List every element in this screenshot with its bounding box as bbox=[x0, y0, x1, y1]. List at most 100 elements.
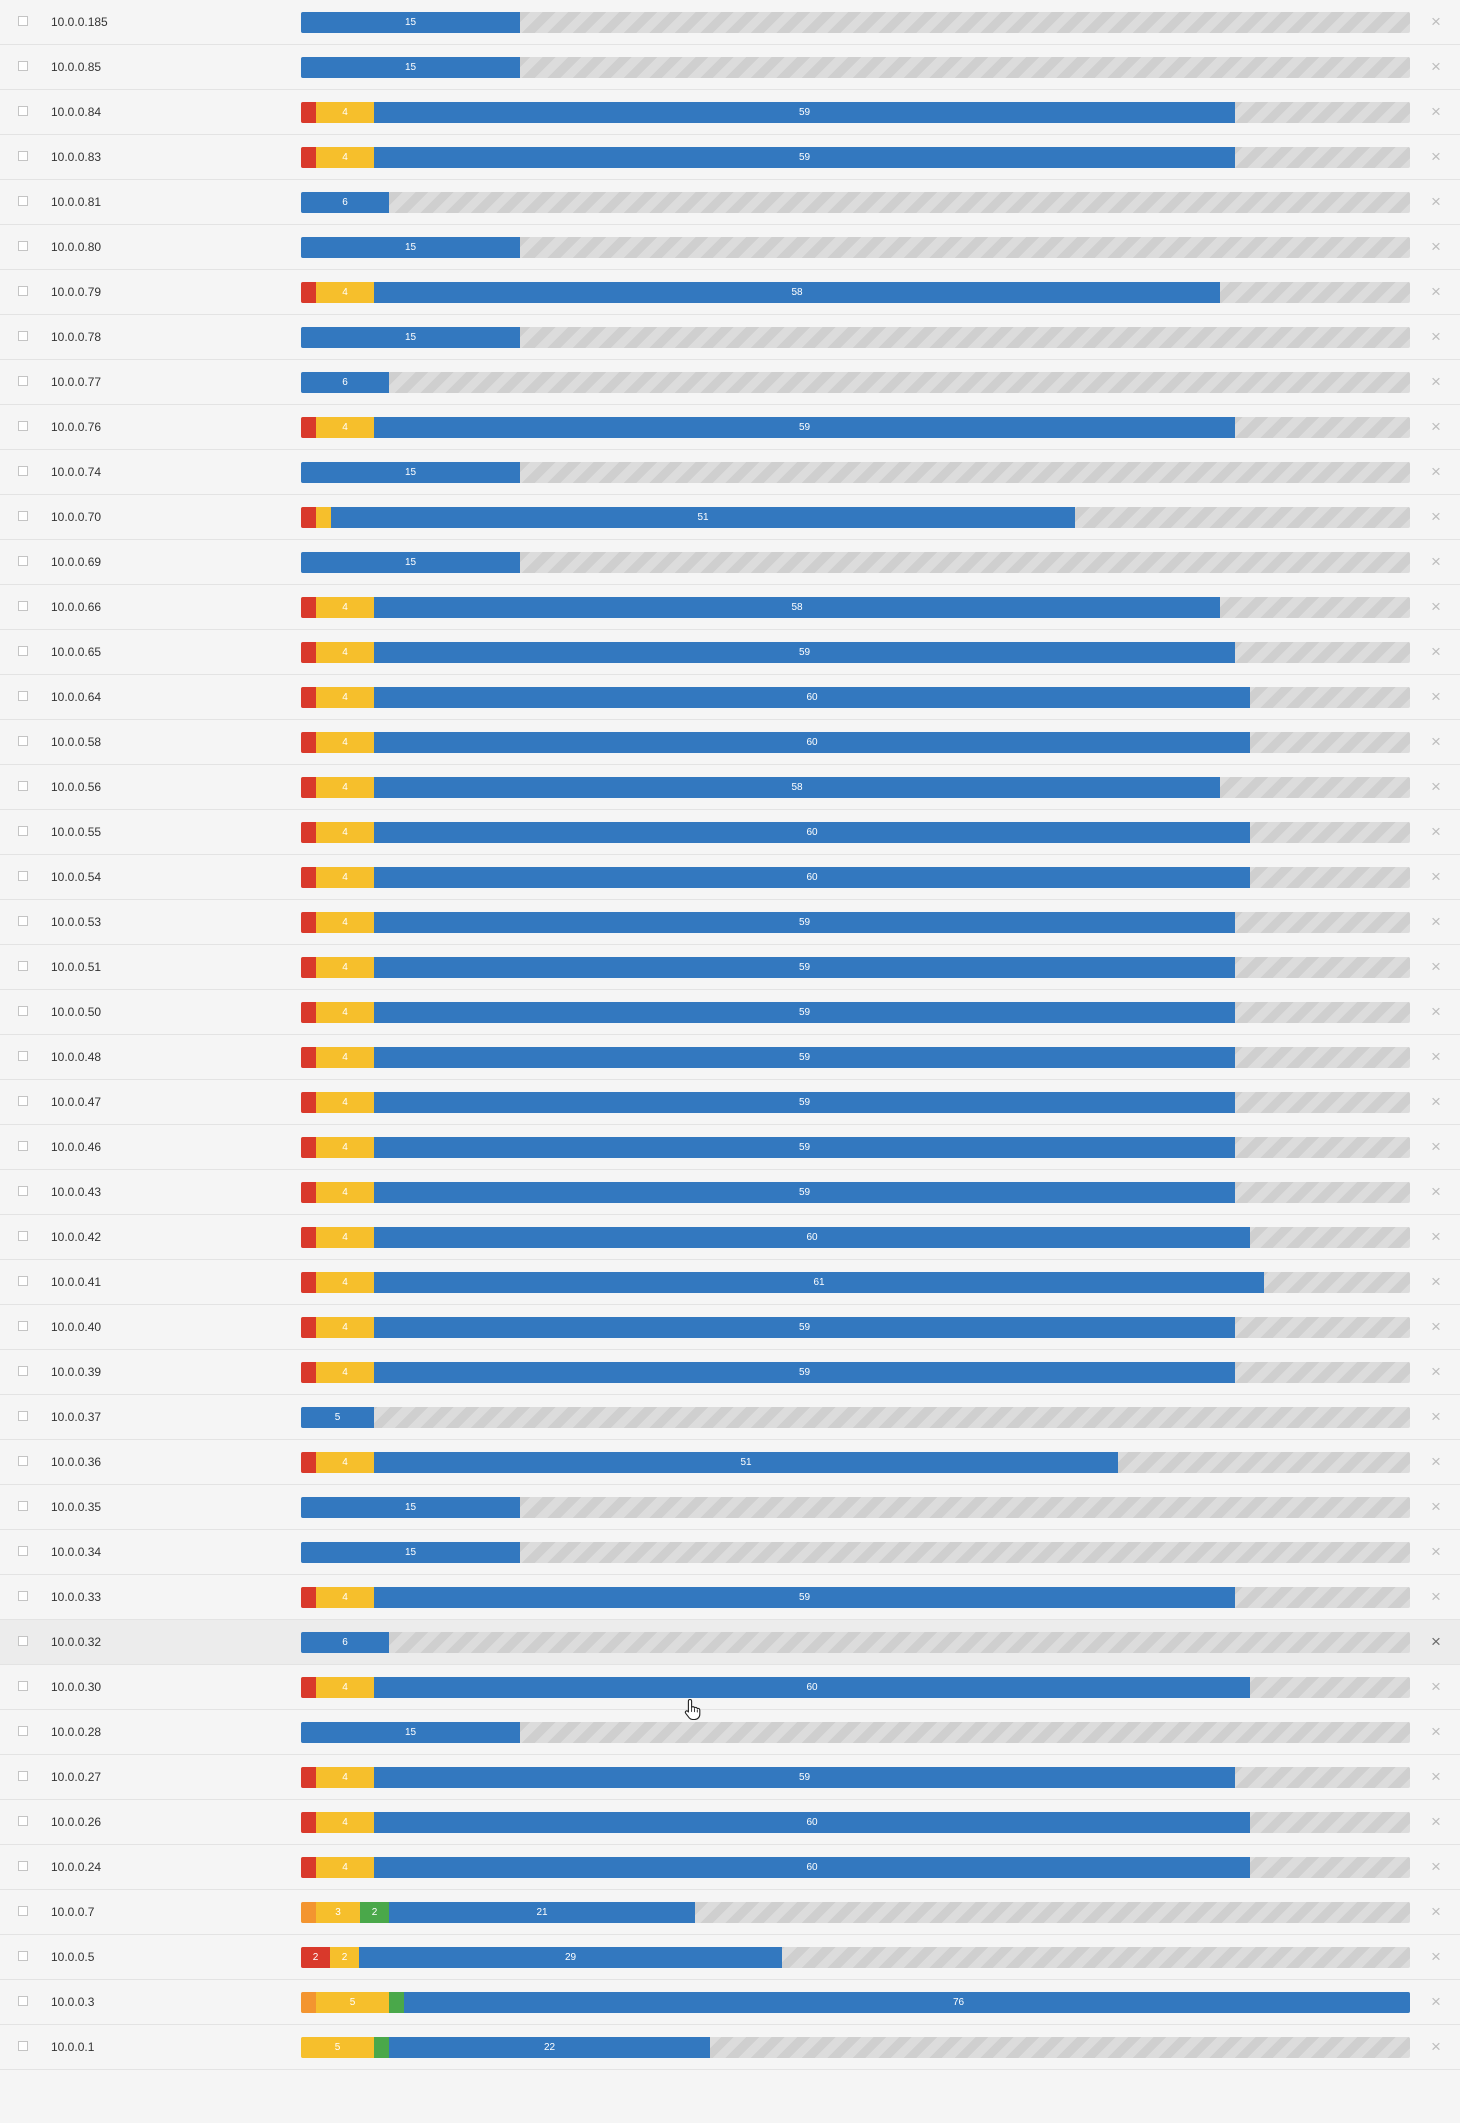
close-icon[interactable]: × bbox=[1431, 1677, 1441, 1696]
host-row[interactable]: 10.0.0.54 4 60 × bbox=[0, 855, 1460, 900]
severity-bar[interactable]: 4 59 bbox=[301, 912, 1410, 933]
close-icon[interactable]: × bbox=[1431, 192, 1441, 211]
severity-bar[interactable]: 4 60 bbox=[301, 867, 1410, 888]
host-row[interactable]: 10.0.0.65 4 59 × bbox=[0, 630, 1460, 675]
severity-bar[interactable]: 4 59 bbox=[301, 1182, 1410, 1203]
close-icon[interactable]: × bbox=[1431, 1497, 1441, 1516]
close-icon[interactable]: × bbox=[1431, 1632, 1441, 1651]
host-row[interactable]: 10.0.0.50 4 59 × bbox=[0, 990, 1460, 1035]
severity-bar[interactable]: 15 bbox=[301, 237, 1410, 258]
severity-bar[interactable]: 15 bbox=[301, 12, 1410, 33]
host-label[interactable]: 10.0.0.36 bbox=[51, 1455, 102, 1469]
checkbox-icon[interactable] bbox=[18, 961, 28, 971]
host-label[interactable]: 10.0.0.185 bbox=[51, 15, 108, 29]
severity-bar[interactable]: 15 bbox=[301, 1542, 1410, 1563]
severity-bar[interactable]: 4 59 bbox=[301, 102, 1410, 123]
host-label[interactable]: 10.0.0.80 bbox=[51, 240, 102, 254]
severity-bar[interactable]: 4 61 bbox=[301, 1272, 1410, 1293]
host-row[interactable]: 10.0.0.46 4 59 × bbox=[0, 1125, 1460, 1170]
severity-bar[interactable]: 4 60 bbox=[301, 1677, 1410, 1698]
checkbox-icon[interactable] bbox=[18, 151, 28, 161]
checkbox-icon[interactable] bbox=[18, 1816, 28, 1826]
checkbox-icon[interactable] bbox=[18, 691, 28, 701]
host-label[interactable]: 10.0.0.48 bbox=[51, 1050, 102, 1064]
close-icon[interactable]: × bbox=[1431, 867, 1441, 886]
close-icon[interactable]: × bbox=[1431, 597, 1441, 616]
host-row[interactable]: 10.0.0.47 4 59 × bbox=[0, 1080, 1460, 1125]
severity-bar[interactable]: 4 59 bbox=[301, 1767, 1410, 1788]
checkbox-icon[interactable] bbox=[18, 1906, 28, 1916]
close-icon[interactable]: × bbox=[1431, 1812, 1441, 1831]
checkbox-icon[interactable] bbox=[18, 286, 28, 296]
severity-bar[interactable]: 4 59 bbox=[301, 1137, 1410, 1158]
checkbox-icon[interactable] bbox=[18, 61, 28, 71]
close-icon[interactable]: × bbox=[1431, 1542, 1441, 1561]
host-row[interactable]: 10.0.0.51 4 59 × bbox=[0, 945, 1460, 990]
close-icon[interactable]: × bbox=[1431, 282, 1441, 301]
close-icon[interactable]: × bbox=[1431, 1857, 1441, 1876]
host-label[interactable]: 10.0.0.76 bbox=[51, 420, 102, 434]
close-icon[interactable]: × bbox=[1431, 642, 1441, 661]
host-row[interactable]: 10.0.0.41 4 61 × bbox=[0, 1260, 1460, 1305]
checkbox-icon[interactable] bbox=[18, 1681, 28, 1691]
host-label[interactable]: 10.0.0.35 bbox=[51, 1500, 102, 1514]
host-row[interactable]: 10.0.0.78 15 × bbox=[0, 315, 1460, 360]
host-row[interactable]: 10.0.0.5 2 2 29 × bbox=[0, 1935, 1460, 1980]
host-row[interactable]: 10.0.0.83 4 59 × bbox=[0, 135, 1460, 180]
host-row[interactable]: 10.0.0.81 6 × bbox=[0, 180, 1460, 225]
host-row[interactable]: 10.0.0.55 4 60 × bbox=[0, 810, 1460, 855]
close-icon[interactable]: × bbox=[1431, 1047, 1441, 1066]
severity-bar[interactable]: 4 59 bbox=[301, 1587, 1410, 1608]
checkbox-icon[interactable] bbox=[18, 511, 28, 521]
severity-bar[interactable]: 6 bbox=[301, 1632, 1410, 1653]
close-icon[interactable]: × bbox=[1431, 417, 1441, 436]
close-icon[interactable]: × bbox=[1431, 732, 1441, 751]
host-row[interactable]: 10.0.0.80 15 × bbox=[0, 225, 1460, 270]
severity-bar[interactable]: 4 51 bbox=[301, 1452, 1410, 1473]
severity-bar[interactable]: 5 76 bbox=[301, 1992, 1410, 2013]
checkbox-icon[interactable] bbox=[18, 916, 28, 926]
close-icon[interactable]: × bbox=[1431, 237, 1441, 256]
severity-bar[interactable]: 6 bbox=[301, 372, 1410, 393]
checkbox-icon[interactable] bbox=[18, 16, 28, 26]
checkbox-icon[interactable] bbox=[18, 736, 28, 746]
severity-bar[interactable]: 4 58 bbox=[301, 597, 1410, 618]
checkbox-icon[interactable] bbox=[18, 1411, 28, 1421]
close-icon[interactable]: × bbox=[1431, 1452, 1441, 1471]
host-label[interactable]: 10.0.0.69 bbox=[51, 555, 102, 569]
close-icon[interactable]: × bbox=[1431, 1317, 1441, 1336]
host-label[interactable]: 10.0.0.43 bbox=[51, 1185, 102, 1199]
host-row[interactable]: 10.0.0.64 4 60 × bbox=[0, 675, 1460, 720]
host-label[interactable]: 10.0.0.84 bbox=[51, 105, 102, 119]
host-row[interactable]: 10.0.0.33 4 59 × bbox=[0, 1575, 1460, 1620]
host-row[interactable]: 10.0.0.43 4 59 × bbox=[0, 1170, 1460, 1215]
host-row[interactable]: 10.0.0.77 6 × bbox=[0, 360, 1460, 405]
host-row[interactable]: 10.0.0.85 15 × bbox=[0, 45, 1460, 90]
severity-bar[interactable]: 6 bbox=[301, 192, 1410, 213]
checkbox-icon[interactable] bbox=[18, 601, 28, 611]
host-label[interactable]: 10.0.0.7 bbox=[51, 1905, 95, 1919]
host-row[interactable]: 10.0.0.70 51 × bbox=[0, 495, 1460, 540]
severity-bar[interactable]: 4 59 bbox=[301, 1002, 1410, 1023]
host-label[interactable]: 10.0.0.64 bbox=[51, 690, 102, 704]
checkbox-icon[interactable] bbox=[18, 2041, 28, 2051]
checkbox-icon[interactable] bbox=[18, 556, 28, 566]
checkbox-icon[interactable] bbox=[18, 1726, 28, 1736]
host-label[interactable]: 10.0.0.79 bbox=[51, 285, 102, 299]
host-label[interactable]: 10.0.0.33 bbox=[51, 1590, 102, 1604]
host-label[interactable]: 10.0.0.51 bbox=[51, 960, 102, 974]
host-row[interactable]: 10.0.0.39 4 59 × bbox=[0, 1350, 1460, 1395]
severity-bar[interactable]: 4 59 bbox=[301, 1092, 1410, 1113]
host-row[interactable]: 10.0.0.42 4 60 × bbox=[0, 1215, 1460, 1260]
checkbox-icon[interactable] bbox=[18, 1501, 28, 1511]
severity-bar[interactable]: 4 60 bbox=[301, 1227, 1410, 1248]
host-label[interactable]: 10.0.0.85 bbox=[51, 60, 102, 74]
close-icon[interactable]: × bbox=[1431, 1407, 1441, 1426]
severity-bar[interactable]: 15 bbox=[301, 462, 1410, 483]
checkbox-icon[interactable] bbox=[18, 1231, 28, 1241]
host-label[interactable]: 10.0.0.81 bbox=[51, 195, 102, 209]
severity-bar[interactable]: 4 59 bbox=[301, 1317, 1410, 1338]
close-icon[interactable]: × bbox=[1431, 687, 1441, 706]
checkbox-icon[interactable] bbox=[18, 1636, 28, 1646]
host-row[interactable]: 10.0.0.36 4 51 × bbox=[0, 1440, 1460, 1485]
